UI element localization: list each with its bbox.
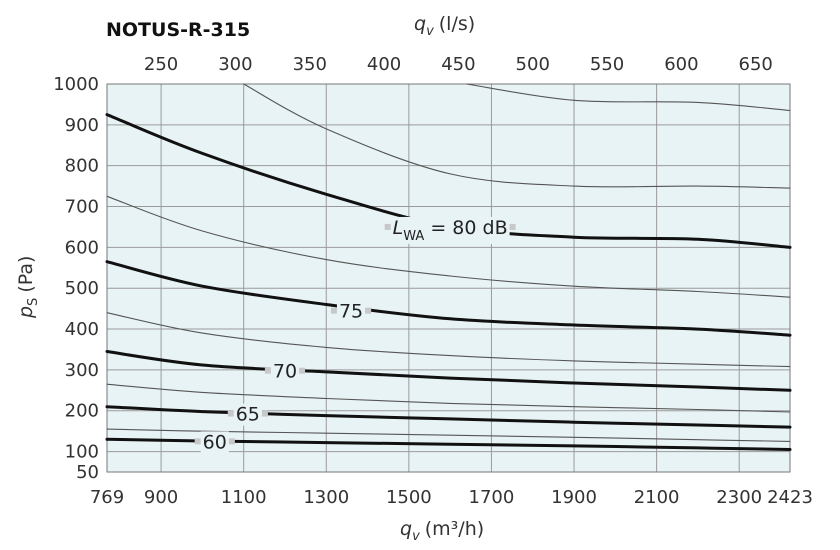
contour-label-background [200, 431, 229, 454]
y-tick-label: 200 [65, 401, 99, 422]
contour-label-prefix-sub: WA [403, 229, 424, 244]
x-tick-label: 2300 [716, 487, 762, 508]
contour-line-75 [105, 260, 792, 337]
y-tick-label: 600 [65, 237, 99, 258]
x-tick-label: 1500 [386, 487, 432, 508]
top-axis-label-symbol: q [414, 13, 426, 35]
contour-line-65 [105, 405, 792, 429]
x-tick-label: 2423 [767, 487, 813, 508]
grid-layer [106, 83, 791, 473]
bottom-axis-label: qv (m³/h) [400, 518, 484, 544]
thin-contour-line [106, 195, 791, 298]
contour-label-background [270, 360, 300, 383]
y-tick-label: 900 [65, 115, 99, 136]
x-tick-label: 1100 [221, 487, 267, 508]
x-tick-label: 900 [144, 487, 178, 508]
top-axis-label-sub: v [426, 24, 434, 39]
x-top-tick-label: 400 [367, 54, 401, 75]
top-axis-label-unit: (l/s) [439, 13, 475, 35]
contour-labels-layer: 60 65 70 75 LWA = 80 dB [194, 216, 516, 454]
x-top-tick-label: 300 [218, 54, 252, 75]
y-tick-label: 700 [65, 197, 99, 218]
contour-label: LWA = 80 dB [393, 217, 508, 244]
y-axis-label-sub: S [26, 298, 41, 306]
bottom-axis-label-sub: v [412, 529, 420, 544]
plot-area [107, 84, 790, 472]
contour-label-prefix: L [393, 217, 404, 239]
chart-title: NOTUS-R-315 [106, 19, 250, 41]
x-top-tick-label: 600 [664, 54, 698, 75]
y-axis-label-unit: (Pa) [15, 256, 37, 293]
y-axis-label: pS (Pa) [15, 256, 41, 319]
thin-contour-line [466, 83, 791, 112]
contour-label: 70 [273, 361, 297, 383]
contour-label: 75 [339, 301, 363, 323]
x-top-tick-label: 450 [441, 54, 475, 75]
x-top-tick-label: 500 [516, 54, 550, 75]
plot-border [106, 83, 791, 473]
x-tick-label: 1700 [469, 487, 515, 508]
x-top-tick-label: 250 [144, 54, 178, 75]
y-tick-label: 50 [76, 462, 99, 483]
contour-label-background [336, 300, 366, 323]
thin-contour-line [106, 383, 791, 413]
contour-label: 65 [236, 404, 260, 426]
thin-contour-line [243, 83, 791, 189]
ticks-layer: 769 900 1100 1300 1500 1700 1900 2100 2300 2423 25… [53, 54, 813, 508]
contour-label-value: = 80 dB [424, 217, 507, 239]
x-tick-label: 1900 [551, 487, 597, 508]
plot-background [107, 84, 790, 472]
contour-label-background [233, 403, 262, 426]
x-tick-label: 1300 [303, 487, 349, 508]
contour-line-70 [105, 350, 792, 392]
y-tick-label: 300 [65, 360, 99, 381]
x-top-tick-label: 550 [590, 54, 624, 75]
thin-contour-line [106, 312, 791, 368]
x-top-tick-label: 350 [293, 54, 327, 75]
y-tick-label: 800 [65, 156, 99, 177]
y-axis-label-symbol: p [15, 306, 37, 319]
top-axis-label: qv (l/s) [414, 13, 475, 39]
bottom-axis-label-unit: (m³/h) [425, 518, 484, 540]
x-top-tick-label: 650 [739, 54, 773, 75]
bottom-axis-label-symbol: q [400, 518, 412, 540]
x-tick-label: 769 [90, 487, 124, 508]
y-tick-label: 500 [65, 278, 99, 299]
thin-contour-line [106, 428, 791, 442]
x-tick-label: 2100 [634, 487, 680, 508]
contour-label-background [390, 216, 510, 244]
y-tick-label: 100 [65, 442, 99, 463]
y-tick-label: 400 [65, 319, 99, 340]
contour-label: 60 [203, 431, 227, 453]
y-tick-label: 1000 [53, 74, 99, 95]
